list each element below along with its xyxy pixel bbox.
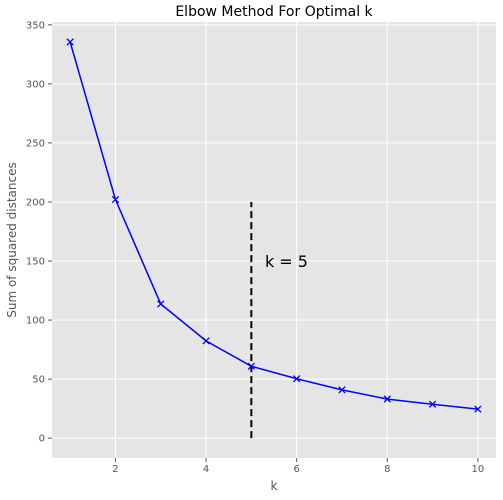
data-point xyxy=(338,386,346,394)
data-point xyxy=(474,405,482,413)
x-tick-label: 2 xyxy=(112,464,118,475)
y-tick-label: 0 xyxy=(39,434,45,445)
data-point xyxy=(157,300,165,308)
data-point xyxy=(292,375,301,383)
data-point xyxy=(428,400,437,408)
data-point xyxy=(66,38,74,46)
data-point xyxy=(111,195,120,204)
y-tick-label: 200 xyxy=(26,197,45,208)
data-point xyxy=(247,362,256,370)
chart-title: Elbow Method For Optimal k xyxy=(175,4,373,20)
data-point xyxy=(383,395,391,403)
plot-area xyxy=(52,22,496,458)
elbow-annotation: k = 5 xyxy=(265,252,308,271)
y-tick-label: 350 xyxy=(26,20,45,31)
y-tick-label: 300 xyxy=(26,79,45,90)
x-tick-label: 4 xyxy=(203,464,209,475)
y-axis-title: Sum of squared distances xyxy=(5,162,19,318)
grid-lines xyxy=(52,22,496,458)
y-tick-label: 50 xyxy=(32,375,45,386)
x-tick-label: 10 xyxy=(472,464,485,475)
series-line xyxy=(69,41,478,410)
y-tick-label: 150 xyxy=(26,257,45,268)
x-tick-label: 8 xyxy=(384,464,390,475)
x-axis-title: k xyxy=(271,479,278,493)
x-tick-label: 6 xyxy=(293,464,299,475)
y-tick-label: 250 xyxy=(26,138,45,149)
y-tick-label: 100 xyxy=(26,316,45,327)
series-group xyxy=(66,38,482,413)
data-point xyxy=(202,337,210,345)
